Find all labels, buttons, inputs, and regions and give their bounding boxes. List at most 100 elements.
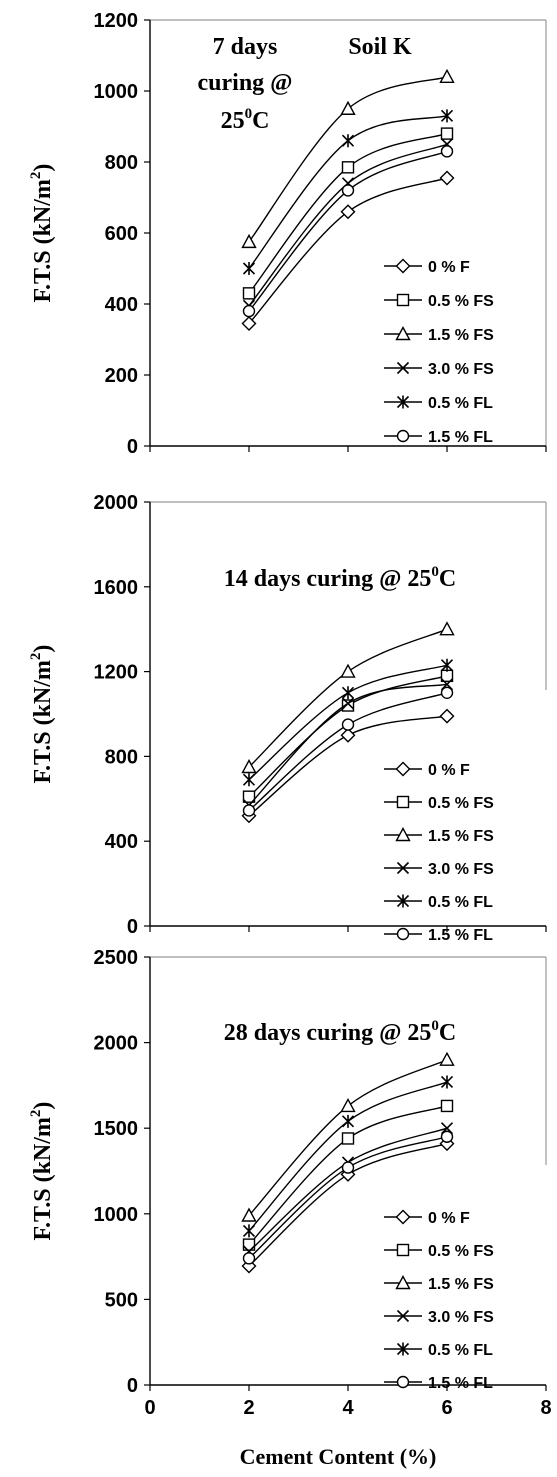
legend-label: 0.5 % FL — [428, 894, 493, 911]
data-point — [242, 790, 256, 803]
legend-marker — [396, 861, 410, 875]
series-square — [242, 127, 454, 300]
y-tick-label: 0 — [127, 436, 138, 458]
series-line — [248, 1136, 448, 1259]
data-point — [341, 699, 355, 712]
legend-label: 0.5 % FS — [428, 1243, 494, 1260]
subplot-bottom: 0 500 1000 1500 2000 2500 F.T.S (kN/m2) 0 % F 0.… — [28, 947, 547, 1397]
data-point — [242, 1224, 256, 1238]
legend-item: 3.0 % FS — [384, 361, 494, 378]
x-tick-label: 8 — [540, 1397, 551, 1419]
y-tick-label: 400 — [105, 831, 138, 853]
y-tick-label: 2000 — [94, 492, 139, 514]
data-point — [340, 1097, 356, 1113]
annotation: 14 days curing @ 250C — [224, 564, 457, 592]
data-point — [341, 161, 355, 174]
legend-label: 0.5 % FL — [428, 395, 493, 412]
data-point — [440, 686, 454, 699]
annotation: 28 days curing @ 250C — [224, 1018, 457, 1046]
legend-marker — [395, 827, 411, 842]
legend-marker — [396, 429, 410, 443]
legend-item: 1.5 % FS — [384, 827, 494, 845]
legend-item: 1.5 % FL — [384, 927, 493, 944]
legend-item: 1.5 % FL — [384, 429, 493, 446]
subplot-middle: 0 400 800 1200 1600 2000 F.T.S (kN/m2) 0 % F 0.5… — [28, 492, 547, 944]
x-tick-label: 6 — [441, 1397, 452, 1419]
data-point — [440, 127, 454, 140]
legend-item: 0.5 % FL — [384, 894, 493, 911]
series-diamond — [241, 1136, 455, 1274]
legend-label: 1.5 % FL — [428, 1375, 493, 1392]
legend-item: 0.5 % FS — [384, 795, 494, 812]
data-point — [340, 663, 356, 678]
legend-label: 1.5 % FS — [428, 1276, 494, 1293]
data-point — [241, 759, 257, 774]
legend-item: 0.5 % FS — [384, 293, 494, 310]
legend-label: 1.5 % FS — [428, 828, 494, 845]
x-axis-labels: 0 2 4 6 8 Cement Content (%) — [144, 1397, 551, 1469]
data-point — [241, 316, 257, 332]
data-point — [440, 1075, 454, 1089]
data-point — [242, 804, 256, 817]
x-tick-label: 4 — [342, 1397, 354, 1419]
y-tick-label: 2000 — [94, 1033, 139, 1055]
legend-item: 0 % F — [384, 1209, 470, 1227]
y-axis-label: F.T.S (kN/m2) — [28, 645, 56, 784]
legend-label: 0.5 % FL — [428, 1342, 493, 1359]
soil-label: Soil K — [348, 34, 412, 60]
legend-marker — [396, 927, 410, 941]
legend-label: 3.0 % FS — [428, 1309, 494, 1326]
legend-item: 0.5 % FL — [384, 395, 493, 412]
legend-label: 0 % F — [428, 259, 470, 276]
y-tick-label: 1600 — [94, 577, 139, 599]
legend-marker — [396, 293, 410, 307]
data-point — [440, 109, 454, 123]
series-diamond — [241, 170, 455, 332]
data-point — [340, 727, 356, 743]
data-point — [341, 1132, 355, 1145]
data-point — [439, 1051, 455, 1066]
series-asterisk — [242, 109, 454, 275]
legend-marker — [395, 1209, 411, 1225]
data-point — [242, 1238, 256, 1251]
y-tick-label: 0 — [127, 1375, 138, 1397]
series-square — [242, 1099, 454, 1251]
series-triangle — [241, 68, 455, 249]
legend-item: 0.5 % FS — [384, 1243, 494, 1260]
legend-marker — [395, 326, 411, 341]
data-point — [242, 262, 256, 275]
y-tick-label: 0 — [127, 916, 138, 938]
subplot-top: 0 200 400 600 800 1000 1200 F.T.S (kN/m2) 0 % F 0… — [28, 10, 547, 458]
y-tick-label: 1000 — [94, 1204, 139, 1226]
legend-item: 0.5 % FL — [384, 1342, 493, 1359]
legend-label: 0 % F — [428, 762, 470, 779]
data-point — [439, 621, 455, 636]
legend-item: 3.0 % FS — [384, 861, 494, 878]
legend-label: 3.0 % FS — [428, 861, 494, 878]
data-point — [242, 304, 256, 318]
y-tick-label: 800 — [105, 746, 138, 768]
data-point — [341, 184, 355, 197]
data-point — [439, 68, 455, 84]
legend-item: 1.5 % FS — [384, 1275, 494, 1293]
legend-marker — [396, 1243, 410, 1257]
legend-label: 1.5 % FL — [428, 927, 493, 944]
legend-marker — [396, 1375, 410, 1389]
legend-marker — [396, 1342, 410, 1356]
x-tick-label: 2 — [243, 1397, 254, 1419]
data-point — [440, 1130, 454, 1143]
y-tick-label: 1200 — [94, 662, 139, 684]
data-point — [241, 1207, 257, 1222]
data-point — [242, 287, 256, 300]
series-circle — [242, 686, 454, 817]
legend-item: 0 % F — [384, 761, 470, 779]
legend-marker — [395, 258, 411, 274]
data-point — [440, 658, 454, 672]
y-tick-label: 200 — [105, 365, 138, 387]
y-axis-label: F.T.S (kN/m2) — [28, 1102, 56, 1241]
y-tick-label: 1200 — [94, 10, 139, 32]
data-point — [439, 170, 455, 186]
series-asterisk — [242, 1075, 454, 1238]
legend-item: 1.5 % FL — [384, 1375, 493, 1392]
